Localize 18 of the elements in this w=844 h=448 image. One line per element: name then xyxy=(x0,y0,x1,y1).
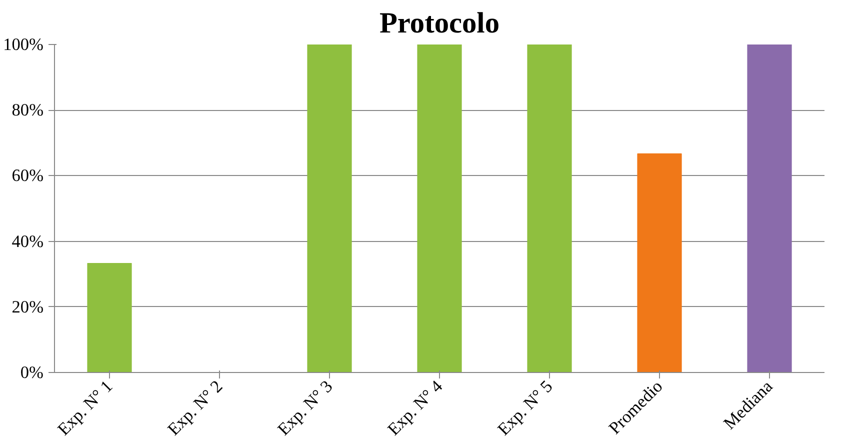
y-tick-label: 40% xyxy=(12,232,44,251)
bar xyxy=(747,44,792,372)
bar xyxy=(417,44,462,372)
x-tick-label: Exp. N° 4 xyxy=(384,376,446,440)
x-tick-label: Exp. N° 1 xyxy=(54,376,116,440)
y-tick-label: 80% xyxy=(12,100,44,120)
bar xyxy=(87,262,132,372)
x-tick-label: Exp. N° 3 xyxy=(274,376,336,440)
y-tick-label: 20% xyxy=(12,297,44,316)
y-tick-label: 60% xyxy=(12,166,44,186)
y-tick-label: 100% xyxy=(3,35,44,54)
chart-title: Protocolo xyxy=(380,8,500,40)
x-tick-label: Exp. N° 5 xyxy=(494,376,556,440)
bar xyxy=(637,153,682,372)
y-tick-label: 0% xyxy=(20,363,44,382)
bar xyxy=(527,44,572,372)
x-tick-label: Exp. N° 2 xyxy=(164,376,226,440)
bar xyxy=(307,44,352,372)
